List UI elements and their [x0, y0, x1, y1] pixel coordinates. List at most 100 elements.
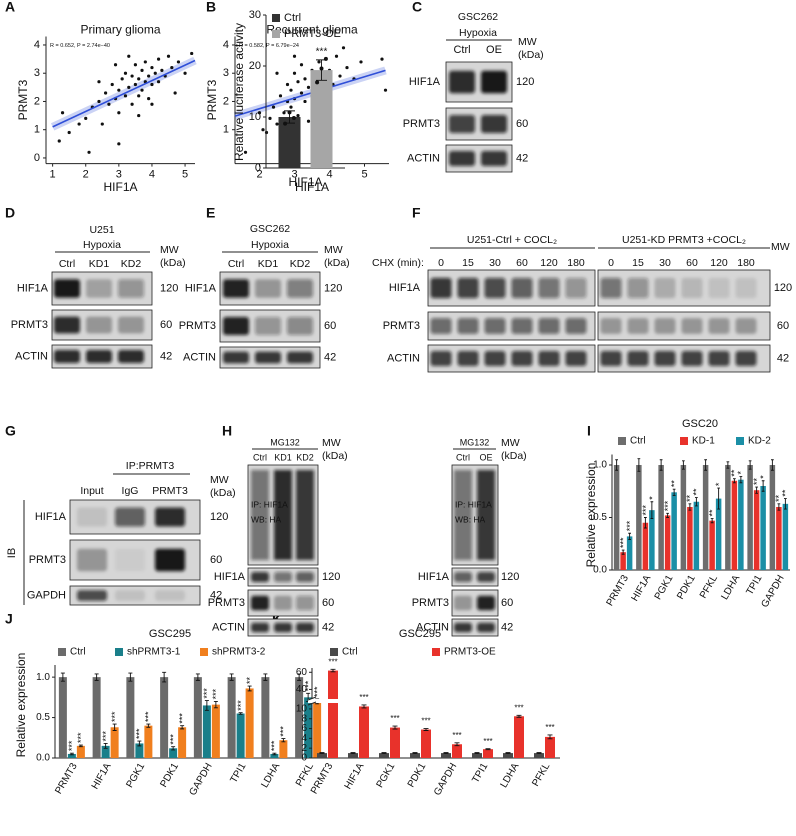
- annotation: R = 0.582, P = 6.79e−24: [239, 43, 299, 49]
- point: [87, 150, 91, 154]
- y-tick-label: 1: [223, 124, 229, 136]
- y-tick-label: 1.0: [593, 460, 607, 471]
- point: [278, 94, 283, 98]
- protein-label: HIF1A: [17, 282, 49, 294]
- bar: [503, 753, 513, 758]
- y-axis-label: Relative expression: [14, 653, 28, 758]
- significance: ***: [101, 730, 111, 741]
- error-bar: [319, 752, 325, 755]
- point: [383, 88, 388, 92]
- point: [150, 82, 154, 87]
- band: [251, 595, 269, 611]
- protein-label: ACTIN: [183, 351, 216, 363]
- band: [708, 318, 730, 334]
- significance: ***: [76, 732, 86, 743]
- protein-label: ACTIN: [387, 352, 420, 364]
- point: [190, 51, 194, 56]
- significance: ***: [619, 537, 629, 548]
- band: [54, 350, 80, 363]
- error-bar: [761, 480, 765, 492]
- y-tick-label: 0.5: [36, 712, 50, 723]
- bar: [472, 753, 482, 758]
- data-point: [291, 116, 296, 121]
- bar: [126, 677, 135, 758]
- bar: [348, 753, 358, 758]
- panel-label: C: [412, 0, 422, 15]
- protein-label: HIF1A: [418, 571, 450, 583]
- band: [484, 350, 506, 367]
- x-axis-label: HIF1A: [295, 180, 329, 194]
- band: [115, 590, 145, 601]
- point: [60, 111, 65, 115]
- point: [296, 113, 300, 118]
- band: [54, 279, 80, 298]
- lane-label: KD2: [290, 258, 311, 270]
- point: [120, 77, 124, 81]
- x-tick-label: GAPDH: [432, 761, 459, 797]
- band: [538, 350, 560, 367]
- bar: [636, 465, 642, 570]
- significance: **: [245, 677, 255, 685]
- point: [261, 128, 265, 132]
- panel-label: E: [206, 205, 215, 221]
- point: [268, 116, 272, 121]
- lane-label: KD2: [121, 258, 142, 270]
- bar: [709, 520, 715, 570]
- bar: [135, 743, 144, 758]
- x-tick-label: GAPDH: [187, 761, 214, 797]
- point: [140, 68, 144, 72]
- lane-label: Input: [80, 485, 103, 497]
- legend-label: Ctrl: [630, 436, 646, 447]
- error-bar: [755, 486, 758, 494]
- point: [127, 85, 131, 89]
- lane-label: 30: [489, 257, 501, 269]
- significance: ***: [135, 728, 145, 739]
- band: [654, 318, 676, 334]
- error-bar: [128, 672, 133, 682]
- lane-label: 0: [608, 257, 614, 269]
- point: [292, 71, 297, 75]
- condition: Hypoxia: [251, 239, 289, 251]
- mw-label: 42: [501, 621, 513, 633]
- annotation: R = 0.652, P = 2.74e−40: [50, 43, 110, 49]
- significance: ***: [67, 740, 77, 751]
- protein-label: PRMT3: [383, 320, 420, 332]
- lane-label: 0: [438, 257, 444, 269]
- error-bar: [423, 728, 429, 731]
- y-tick-label: 20: [249, 60, 261, 72]
- band: [223, 351, 249, 364]
- error-bar: [695, 497, 698, 507]
- significance: **: [774, 494, 784, 502]
- point: [292, 54, 297, 58]
- band: [86, 350, 112, 363]
- treatment: MG132: [460, 437, 490, 447]
- error-bar: [247, 685, 252, 692]
- error-bar: [146, 723, 151, 728]
- mw-header: MW: [322, 437, 341, 449]
- legend-label: Ctrl: [342, 647, 358, 658]
- point: [289, 88, 293, 92]
- band: [77, 590, 107, 601]
- bar: [753, 490, 760, 570]
- error-bar: [112, 723, 117, 731]
- y-tick-label: 4: [301, 733, 307, 744]
- y-tick-label: 0: [301, 753, 307, 764]
- x-tick-label: 4: [149, 169, 155, 181]
- lane-label: 120: [710, 257, 728, 269]
- cell-line: GSC262: [458, 11, 498, 23]
- condition: Hypoxia: [459, 27, 497, 39]
- band: [735, 277, 757, 299]
- significance: **: [670, 480, 680, 488]
- wb-label: WB: HA: [251, 514, 282, 524]
- significance: *: [647, 496, 657, 500]
- x-tick-label: PFKL: [698, 573, 720, 601]
- y-tick-label: 10: [296, 704, 308, 715]
- error-bar: [682, 460, 685, 470]
- point: [97, 80, 101, 84]
- mw-label: 60: [516, 118, 528, 130]
- y-axis-label: Relative expression: [584, 463, 598, 568]
- band: [481, 150, 507, 167]
- ip-label: IP:PRMT3: [126, 460, 175, 472]
- bar: [261, 677, 270, 758]
- band: [255, 317, 281, 335]
